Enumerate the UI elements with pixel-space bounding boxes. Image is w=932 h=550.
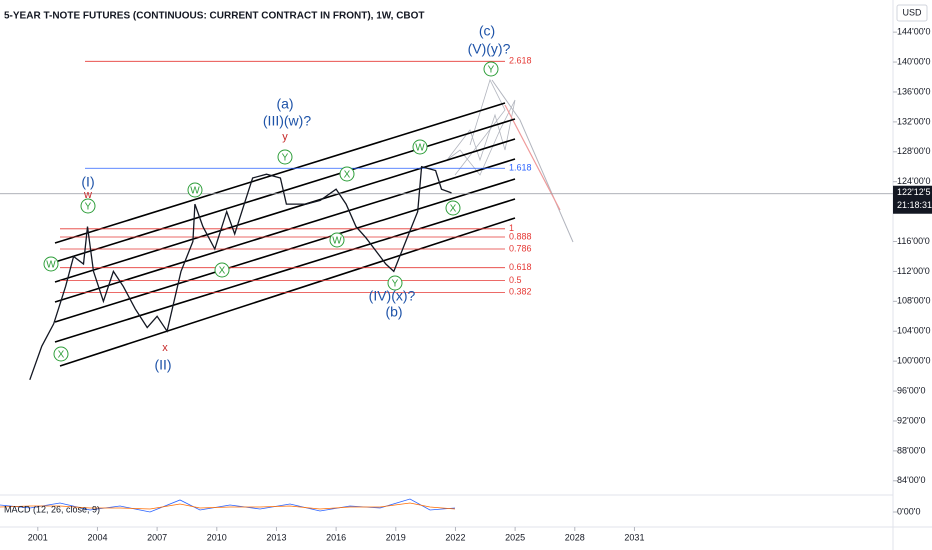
y-tick-label: 112'00'0 <box>897 266 930 276</box>
y-tick-label: 144'00'0 <box>897 27 930 37</box>
x-tick-label: 2028 <box>565 532 585 542</box>
y-tick-label: 108'00'0 <box>897 296 930 306</box>
x-tick-label: 2031 <box>624 532 644 542</box>
y-tick-label: 140'00'0 <box>897 56 930 66</box>
y-tick-label: 92'00'0 <box>897 415 925 425</box>
wave-label: (c) <box>479 23 495 39</box>
wave-circle <box>412 139 428 155</box>
wave-label: X <box>450 204 457 215</box>
wave-circle <box>80 198 96 214</box>
channel-line <box>54 102 506 244</box>
fib-label: 0.382 <box>509 287 532 297</box>
x-tick-label: 2013 <box>266 532 286 542</box>
wave-circle <box>277 149 293 165</box>
wave-label: (III)(w)? <box>263 113 311 129</box>
channel-line <box>54 138 516 283</box>
wave-label: y <box>282 131 288 143</box>
price-line <box>29 165 452 381</box>
wave-label: W <box>415 143 425 154</box>
wave-label: Y <box>392 279 399 290</box>
wave-label: (IV)(x)? <box>369 288 416 304</box>
wave-label: w <box>83 189 92 201</box>
x-tick-label: 2010 <box>207 532 227 542</box>
wave-label: (V)(y)? <box>468 41 511 57</box>
wave-label: Y <box>282 153 289 164</box>
y-tick-label: 88'00'0 <box>897 445 925 455</box>
wave-label: (b) <box>385 304 402 320</box>
projection <box>446 99 516 176</box>
wave-circle <box>445 200 461 216</box>
y-tick-label: 132'00'0 <box>897 116 930 126</box>
wave-label: W <box>190 186 200 197</box>
channel-line <box>54 178 516 323</box>
channel-line <box>54 118 516 263</box>
x-tick-label: 2016 <box>326 532 346 542</box>
channel-line <box>54 158 516 303</box>
x-tick-label: 2001 <box>28 532 48 542</box>
wave-label: Y <box>85 202 92 213</box>
wave-circle <box>339 166 355 182</box>
x-tick-label: 2022 <box>445 532 465 542</box>
wave-label: Y <box>488 65 495 76</box>
wave-circle <box>187 182 203 198</box>
wave-label: (I) <box>81 174 94 190</box>
countdown: 21:18:31 <box>897 200 932 210</box>
wave-circle <box>387 275 403 291</box>
wave-label: X <box>344 170 351 181</box>
signal-line <box>0 502 456 510</box>
x-tick-label: 2004 <box>87 532 107 542</box>
chart-title: 5-YEAR T-NOTE FUTURES (CONTINUOUS: CURRE… <box>4 11 425 22</box>
wave-label: x <box>162 342 168 354</box>
wave-label: W <box>332 236 342 247</box>
fib-label: 2.618 <box>509 56 532 66</box>
currency: USD <box>902 7 922 17</box>
wave-circle <box>43 256 59 272</box>
fib-label: 0.888 <box>509 231 532 241</box>
wave-label: X <box>58 350 65 361</box>
wave-circle <box>483 61 499 77</box>
currency-box <box>896 4 928 22</box>
y-tick-label: 124'00'0 <box>897 176 930 186</box>
x-tick-label: 2019 <box>386 532 406 542</box>
y-tick-label: 116'00'0 <box>897 236 930 246</box>
fib-label: 1 <box>509 223 514 233</box>
wave-label: W <box>46 260 56 271</box>
wave-circle <box>329 232 345 248</box>
channel-line <box>54 198 516 343</box>
last-price-pill <box>893 185 932 214</box>
y-tick-label: 136'00'0 <box>897 86 930 96</box>
wave-circle <box>53 346 69 362</box>
fib-label: 1.618 <box>509 163 532 173</box>
fib-label: 0.786 <box>509 243 532 253</box>
y-tick-label: 0'00'0 <box>897 506 920 516</box>
wave-label: X <box>219 266 226 277</box>
x-tick-label: 2025 <box>505 532 525 542</box>
x-tick-label: 2007 <box>147 532 167 542</box>
projection <box>454 78 506 176</box>
y-tick-label: 100'00'0 <box>897 356 930 366</box>
y-tick-label: 128'00'0 <box>897 146 930 156</box>
y-tick-label: 104'00'0 <box>897 326 930 336</box>
projection <box>504 104 561 211</box>
y-tick-label: 96'00'0 <box>897 385 925 395</box>
wave-circle <box>214 262 230 278</box>
last-price-label: 122'12'5 <box>897 187 930 197</box>
y-tick-label: 84'00'0 <box>897 475 925 485</box>
fib-label: 0.5 <box>509 275 522 285</box>
macd-label: MACD (12, 26, close, 9) <box>4 504 100 514</box>
wave-label: (II) <box>154 357 171 373</box>
wave-label: (a) <box>276 96 293 112</box>
fib-label: 0.618 <box>509 262 532 272</box>
